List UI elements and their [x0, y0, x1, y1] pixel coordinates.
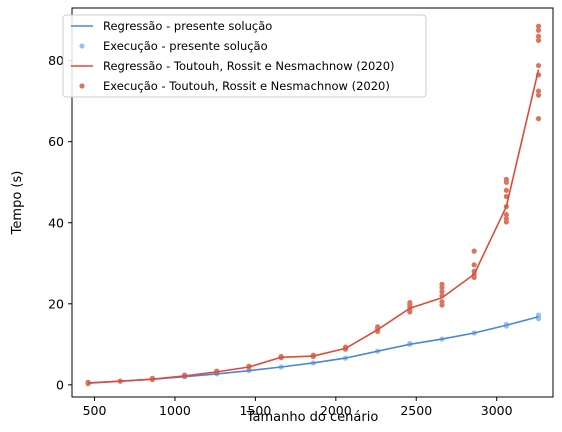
- plot-area: [85, 23, 542, 387]
- legend-item: Regressão - presente solução: [71, 19, 272, 33]
- y-tick-label: 60: [48, 134, 64, 149]
- data-point: [535, 23, 542, 29]
- legend-item: Regressão - Toutouh, Rossit e Nesmachnow…: [71, 59, 395, 73]
- series-line: [88, 69, 540, 385]
- series-2: [88, 69, 540, 385]
- series-1: [85, 312, 542, 386]
- legend-item: Execução - Toutouh, Rossit e Nesmachnow …: [79, 79, 390, 93]
- data-point: [535, 37, 542, 44]
- data-point: [439, 299, 445, 305]
- legend-label: Regressão - Toutouh, Rossit e Nesmachnow…: [103, 59, 395, 73]
- y-tick-label: 40: [48, 215, 64, 230]
- data-point: [535, 62, 542, 69]
- data-point: [407, 299, 413, 306]
- legend-point-swatch: [79, 43, 85, 49]
- x-axis-label: Tamanho do cenário: [246, 410, 379, 425]
- legend-label: Execução - presente solução: [103, 39, 268, 53]
- data-point: [503, 176, 509, 182]
- axes: 500 1000 1500 2000 2500 3000 0 20 40 60 80: [48, 53, 513, 418]
- y-axis-label: Tempo (s): [10, 171, 25, 236]
- x-tick-label: 2000: [320, 403, 352, 418]
- y-tick-label: 20: [48, 296, 64, 311]
- data-point: [535, 88, 542, 94]
- legend-box: [62, 14, 427, 98]
- data-point: [503, 212, 509, 218]
- legend-label: Regressão - presente solução: [103, 19, 272, 33]
- x-tick-label: 1000: [159, 403, 191, 418]
- legend-point-swatch: [79, 83, 85, 89]
- y-tick-label: 80: [48, 53, 64, 68]
- data-point: [535, 33, 542, 39]
- x-tick-label: 500: [83, 403, 107, 418]
- plot-frame: [71, 7, 554, 398]
- legend: Regressão - presente solução Execução - p…: [62, 14, 427, 98]
- data-point: [503, 187, 509, 193]
- series-line: [88, 315, 539, 384]
- data-point: [439, 289, 445, 295]
- legend-label: Execução - Toutouh, Rossit e Nesmachnow …: [103, 79, 390, 93]
- series-0: [88, 315, 539, 384]
- y-tick-label: 0: [56, 377, 64, 392]
- data-point: [471, 248, 477, 254]
- data-point: [535, 92, 542, 98]
- x-tick-label: 1500: [239, 403, 271, 418]
- data-point: [503, 216, 509, 222]
- x-tick-label: 2500: [400, 403, 432, 418]
- x-tick-label: 3000: [481, 403, 513, 418]
- data-point: [535, 27, 542, 33]
- data-point: [439, 281, 445, 287]
- legend-item: Execução - presente solução: [79, 39, 268, 53]
- data-point: [535, 116, 542, 122]
- data-point: [471, 262, 477, 268]
